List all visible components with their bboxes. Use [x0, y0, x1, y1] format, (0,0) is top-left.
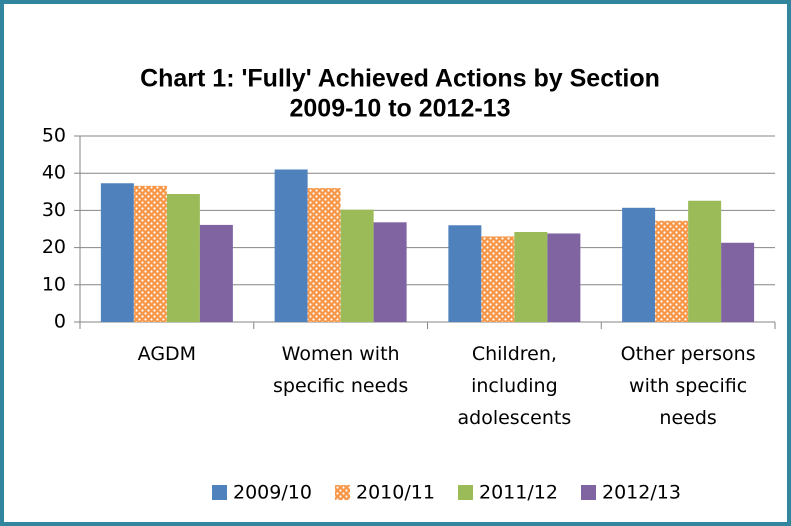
- y-tick-label: 0: [54, 311, 66, 333]
- bar: [274, 169, 308, 322]
- y-tick-label: 30: [42, 199, 66, 221]
- bar: [133, 185, 167, 322]
- bar: [721, 242, 755, 322]
- bar: [622, 207, 656, 322]
- legend-swatch: [581, 485, 596, 500]
- x-tick-label: Other persons with specific needs: [620, 343, 756, 429]
- bar: [340, 209, 374, 322]
- bar: [448, 225, 482, 322]
- bar: [514, 231, 548, 322]
- legend-label: 2010/11: [356, 482, 435, 504]
- legend-swatch: [335, 485, 350, 500]
- chart-subtitle: 2009-10 to 2012-13: [290, 95, 511, 123]
- y-tick-label: 20: [42, 236, 66, 258]
- bar: [307, 188, 341, 322]
- bar: [547, 233, 581, 322]
- bar: [655, 220, 689, 322]
- y-tick-label: 10: [42, 273, 66, 295]
- x-tick-label: Women with specific needs: [273, 343, 409, 397]
- legend-label: 2012/13: [602, 482, 681, 504]
- bar: [688, 200, 722, 322]
- x-tick-label: AGDM: [137, 343, 197, 365]
- legend-swatch: [458, 485, 473, 500]
- bar: [199, 224, 233, 322]
- bar: [481, 236, 515, 322]
- legend-label: 2009/10: [233, 482, 312, 504]
- x-tick-label: Children, including adolescents: [457, 343, 572, 429]
- legend-label: 2011/12: [479, 482, 558, 504]
- y-tick-label: 40: [42, 162, 66, 184]
- bar: [373, 222, 407, 322]
- y-tick-label: 50: [42, 125, 66, 147]
- bar: [100, 183, 134, 322]
- legend-swatch: [212, 485, 227, 500]
- chart-title: Chart 1: 'Fully' Achieved Actions by Sec…: [140, 65, 660, 93]
- bar: [166, 194, 200, 322]
